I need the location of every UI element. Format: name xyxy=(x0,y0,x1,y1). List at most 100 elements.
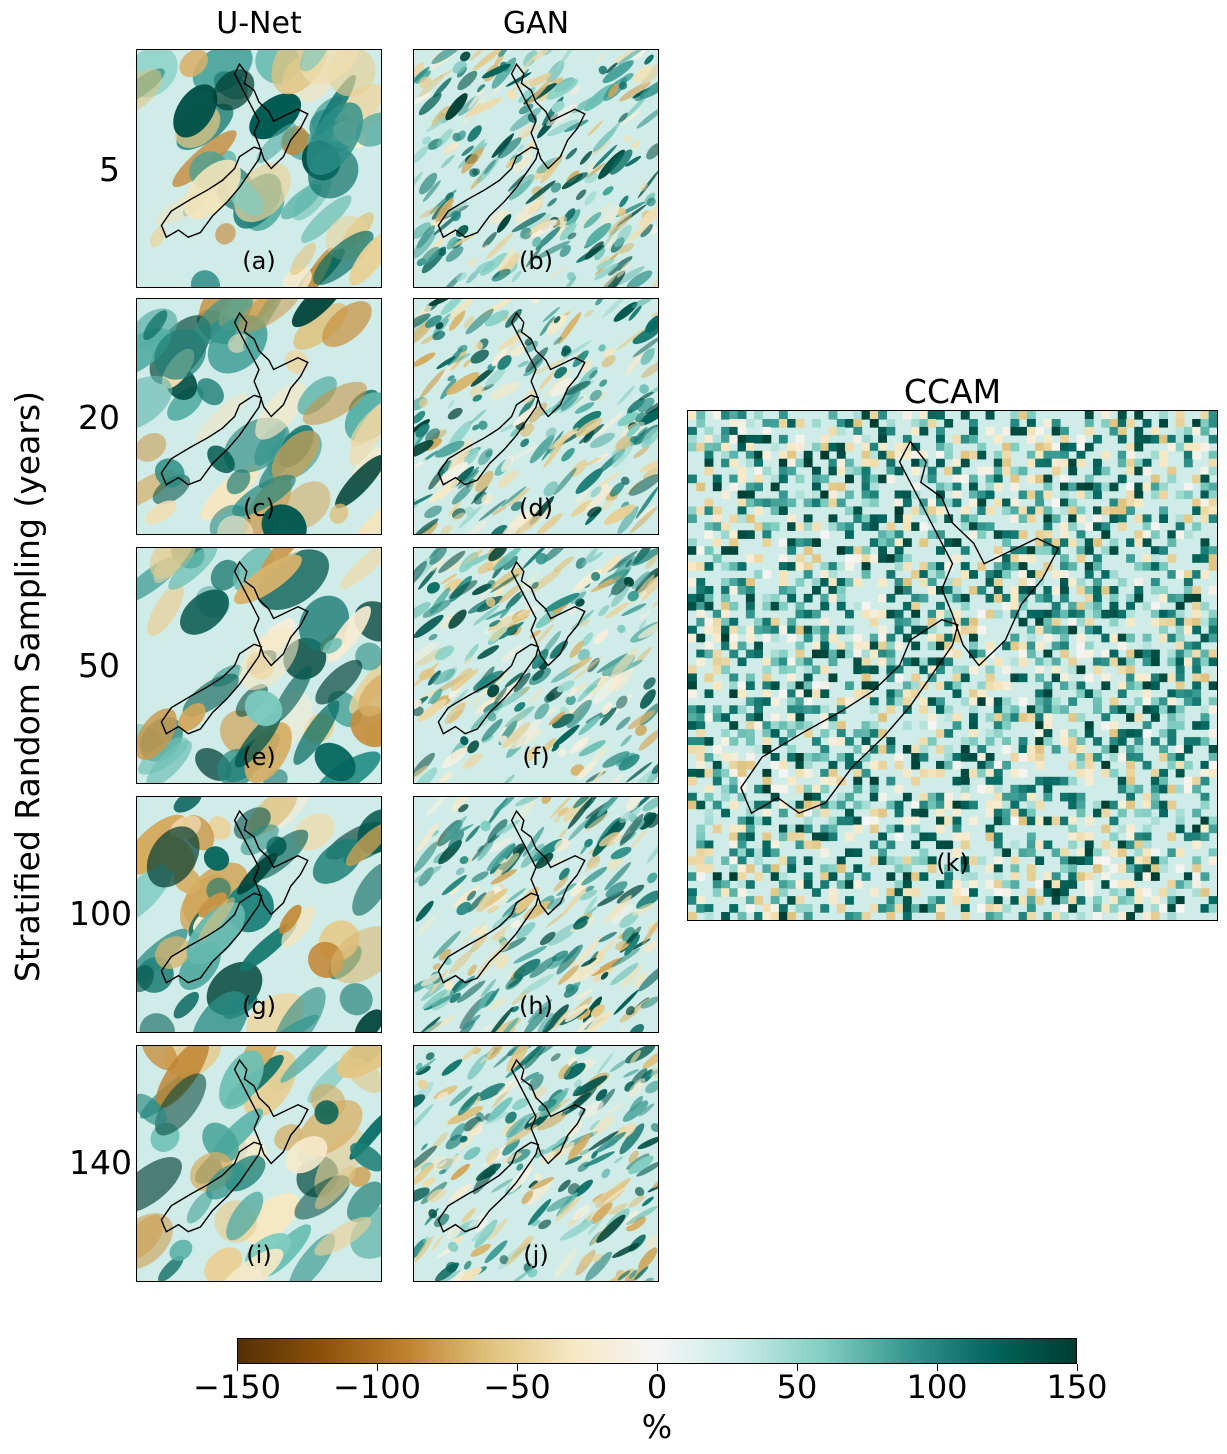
field-cell xyxy=(688,514,697,523)
field-cell xyxy=(1018,570,1028,579)
field-cell xyxy=(1192,721,1202,730)
field-cell xyxy=(853,426,863,436)
field-cell xyxy=(712,474,722,484)
field-streak xyxy=(549,266,568,278)
field-cell xyxy=(960,872,970,881)
field-streak xyxy=(498,621,524,640)
field-streak xyxy=(534,1149,545,1159)
field-cell xyxy=(1002,506,1011,515)
field-cell xyxy=(688,768,697,778)
field-streak xyxy=(518,124,534,139)
field-cell xyxy=(820,681,830,690)
field-cell xyxy=(795,800,805,810)
field-streak xyxy=(602,186,614,196)
field-streak xyxy=(429,548,447,565)
field-streak xyxy=(432,963,441,970)
field-cell xyxy=(754,506,763,515)
field-cell xyxy=(969,705,978,714)
field-blob xyxy=(293,303,348,350)
field-cell xyxy=(754,641,763,651)
field-cell xyxy=(1175,784,1185,794)
field-cell xyxy=(1159,705,1168,714)
field-streak xyxy=(537,1012,554,1032)
field-cell xyxy=(1010,411,1020,420)
field-streak xyxy=(609,1059,628,1072)
field-cell xyxy=(712,705,722,714)
field-streak xyxy=(505,72,532,87)
field-cell xyxy=(902,554,912,563)
field-streak xyxy=(604,861,632,891)
field-streak xyxy=(445,93,468,121)
field-blob xyxy=(341,498,381,534)
field-cell xyxy=(1109,482,1119,492)
field-cell xyxy=(985,904,995,913)
field-blob xyxy=(255,382,306,440)
field-cell xyxy=(1035,705,1045,714)
field-streak xyxy=(444,201,468,217)
field-cell xyxy=(803,760,813,770)
field-cell xyxy=(861,474,871,484)
field-cell xyxy=(1150,522,1160,531)
field-streak xyxy=(418,93,442,116)
field-streak xyxy=(435,1262,460,1281)
field-cell xyxy=(985,665,995,675)
field-cell xyxy=(1126,760,1135,770)
field-cell xyxy=(936,490,945,500)
panel-map xyxy=(414,548,658,783)
field-streak xyxy=(461,1014,481,1031)
field-cell xyxy=(919,578,929,587)
field-cell xyxy=(1084,601,1094,611)
field-streak xyxy=(578,716,600,736)
field-cell xyxy=(1192,442,1202,452)
field-cell xyxy=(1126,840,1135,850)
field-cell xyxy=(1060,904,1069,913)
field-streak xyxy=(618,81,628,90)
field-cell xyxy=(712,442,722,452)
field-streak xyxy=(607,855,624,872)
field-cell xyxy=(1109,880,1119,889)
field-streak xyxy=(428,633,438,641)
field-cell xyxy=(1109,768,1119,778)
field-cell xyxy=(762,426,772,436)
field-cell xyxy=(1018,673,1028,683)
field-cell xyxy=(737,530,747,539)
field-cell xyxy=(861,649,871,659)
field-cell xyxy=(1192,776,1202,786)
field-streak xyxy=(499,1255,509,1265)
field-streak xyxy=(620,963,643,989)
field-cell xyxy=(1093,665,1102,675)
field-cell xyxy=(936,760,945,770)
field-blob xyxy=(146,826,200,888)
field-streak xyxy=(636,107,658,129)
field-cell xyxy=(1167,912,1177,920)
field-cell xyxy=(869,745,879,754)
field-streak xyxy=(608,213,632,235)
field-cell xyxy=(704,498,714,508)
field-cell xyxy=(754,458,763,468)
field-cell xyxy=(828,832,838,842)
field-cell xyxy=(944,729,954,738)
field-cell xyxy=(1109,426,1119,436)
field-streak xyxy=(542,306,560,323)
field-cell xyxy=(1109,697,1119,706)
field-cell xyxy=(704,466,714,476)
field-cell xyxy=(936,768,945,778)
field-streak xyxy=(490,381,521,400)
field-streak xyxy=(633,971,648,989)
field-cell xyxy=(812,522,821,531)
field-streak xyxy=(511,344,527,357)
field-streak xyxy=(628,1195,645,1208)
field-cell xyxy=(853,633,863,643)
field-cell xyxy=(894,808,904,818)
field-cell xyxy=(688,633,697,643)
field-streak xyxy=(490,573,520,593)
field-cell xyxy=(845,641,854,651)
field-cell xyxy=(1159,411,1168,420)
field-cell xyxy=(886,776,896,786)
field-streak xyxy=(505,157,517,169)
field-cell xyxy=(1060,737,1069,746)
field-cell xyxy=(1109,514,1119,523)
field-cell xyxy=(1200,649,1210,659)
field-cell xyxy=(1076,713,1086,722)
field-cell xyxy=(795,681,805,690)
